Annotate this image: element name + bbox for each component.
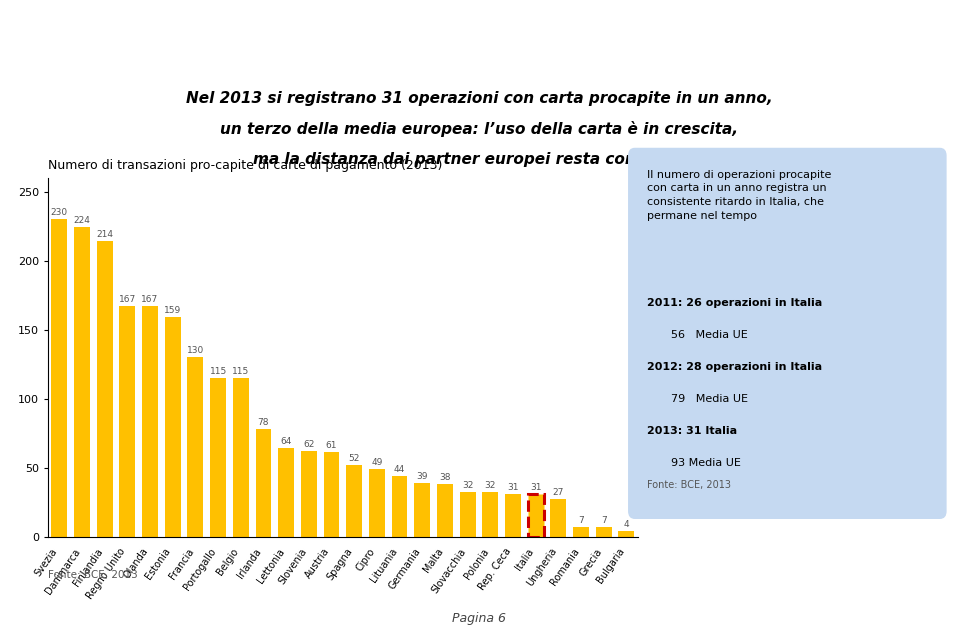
Text: 31: 31 [530,483,542,491]
Text: Il numero di operazioni procapite
con carta in un anno registra un
consistente r: Il numero di operazioni procapite con ca… [647,170,831,220]
Text: 49: 49 [371,458,383,467]
Text: 32: 32 [484,481,496,490]
Text: 56   Media UE: 56 Media UE [671,330,748,340]
Text: 62: 62 [303,440,315,449]
Text: 7: 7 [578,516,584,525]
Bar [97,241,112,537]
Bar [323,452,339,537]
Text: 4: 4 [623,520,629,529]
Text: 7: 7 [601,516,607,525]
Text: 2012: 28 operazioni in Italia: 2012: 28 operazioni in Italia [647,362,822,372]
Text: 79   Media UE: 79 Media UE [671,394,748,404]
Text: Sistema: l’uso delle carte di pagamento: Sistema: l’uso delle carte di pagamento [12,23,512,43]
Bar [391,476,408,537]
Bar [346,465,363,537]
Text: 167: 167 [141,295,158,304]
Bar [52,219,67,537]
Text: Fonte: BCE, 2013: Fonte: BCE, 2013 [48,570,138,580]
Text: 2013: 31 Italia: 2013: 31 Italia [647,426,737,436]
Text: 214: 214 [96,231,113,239]
Bar [437,484,453,537]
Text: ma la distanza dai partner europei resta consistente: ma la distanza dai partner europei resta… [253,152,706,167]
Text: 159: 159 [164,306,181,315]
Text: 64: 64 [280,437,292,446]
Text: 115: 115 [232,367,249,376]
FancyBboxPatch shape [629,149,946,518]
Text: 39: 39 [416,472,428,481]
Bar [619,531,634,537]
Text: 31: 31 [507,483,519,491]
Bar [142,306,158,537]
Bar [482,492,499,537]
Bar [414,483,431,537]
Text: Pagina 6: Pagina 6 [453,612,506,625]
Bar [233,378,248,537]
Bar [369,469,385,537]
Text: 230: 230 [51,208,68,217]
Text: 32: 32 [462,481,474,490]
Text: 2011: 26 operazioni in Italia: 2011: 26 operazioni in Italia [647,298,822,308]
Text: 115: 115 [209,367,226,376]
Bar [505,494,521,537]
Bar [550,499,566,537]
Bar [120,306,135,537]
Bar [527,494,544,537]
Bar [301,451,316,537]
Bar [165,317,180,537]
Bar [573,527,589,537]
Text: Numero di transazioni pro-capite di carte di pagamento (2013): Numero di transazioni pro-capite di cart… [48,159,442,173]
Text: 167: 167 [119,295,136,304]
Text: 93 Media UE: 93 Media UE [671,458,741,468]
Text: 52: 52 [348,454,360,463]
Bar [596,527,612,537]
Bar [459,492,476,537]
Text: Nel 2013 si registrano 31 operazioni con carta procapite in un anno,: Nel 2013 si registrano 31 operazioni con… [186,91,773,106]
Bar [74,227,90,537]
Text: 38: 38 [439,473,451,482]
Bar [255,429,271,537]
Bar [210,378,226,537]
Text: 224: 224 [74,217,90,225]
Text: Fonte: BCE, 2013: Fonte: BCE, 2013 [647,480,731,490]
Text: 61: 61 [326,441,338,450]
Text: 130: 130 [187,346,204,355]
Text: 27: 27 [552,488,564,497]
Text: 78: 78 [258,418,269,427]
Text: un terzo della media europea: l’uso della carta è in crescita,: un terzo della media europea: l’uso dell… [221,121,738,137]
Bar [278,448,294,537]
Text: 44: 44 [394,465,406,474]
Bar [187,357,203,537]
